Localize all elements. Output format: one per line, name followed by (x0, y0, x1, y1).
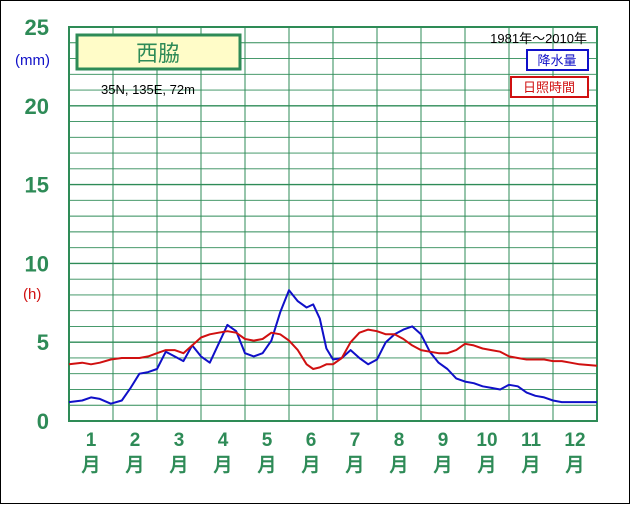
station-name: 西脇 (136, 41, 180, 66)
month-suffix-label: 月 (388, 455, 408, 476)
sunshine-unit-label: (h) (23, 286, 41, 303)
month-number-label: 2 (130, 430, 141, 451)
month-suffix-label: 月 (212, 455, 232, 476)
month-number-label: 8 (394, 430, 405, 451)
month-number-label: 10 (476, 430, 497, 451)
y-tick-label: 5 (37, 330, 49, 355)
month-number-label: 9 (438, 430, 449, 451)
series-layer (68, 289, 598, 405)
month-number-label: 4 (218, 430, 229, 451)
station-box (75, 33, 242, 71)
month-number-label: 7 (350, 430, 361, 451)
y-tick-label: 0 (37, 409, 49, 434)
month-number-label: 12 (564, 430, 585, 451)
legend-precip-box (526, 49, 589, 71)
axis-labels: 0 5 10 15 20 25 1 月 2 月 3 月 4 月 5 月 6 月 7 月 8 月 9 月 10 月 11 月 12 月 (25, 15, 586, 476)
y-tick-label: 10 (25, 251, 49, 276)
month-number-label: 3 (174, 430, 185, 451)
precip-unit-label: (mm) (15, 52, 50, 69)
month-suffix-label: 月 (520, 455, 540, 476)
y-tick-label: 15 (25, 173, 49, 198)
month-number-label: 5 (262, 430, 273, 451)
month-suffix-label: 月 (124, 455, 144, 476)
month-suffix-label: 月 (256, 455, 276, 476)
month-suffix-label: 月 (344, 455, 364, 476)
station-coords: 35N, 135E, 72m (101, 82, 195, 97)
period-label: 1981年〜2010年 (490, 31, 587, 46)
legend-sunshine-label: 日照時間 (523, 80, 575, 95)
month-suffix-label: 月 (80, 455, 100, 476)
month-suffix-label: 月 (476, 455, 496, 476)
month-suffix-label: 月 (300, 455, 320, 476)
y-tick-label: 20 (25, 94, 49, 119)
legend-sunshine-box (510, 76, 589, 98)
month-suffix-label: 月 (168, 455, 188, 476)
y-tick-label: 25 (25, 15, 49, 40)
month-number-label: 11 (521, 430, 542, 451)
month-suffix-label: 月 (564, 455, 584, 476)
sunshine-line (68, 328, 598, 370)
grid-lines (68, 26, 598, 422)
legend-precip-label: 降水量 (537, 53, 576, 68)
precipitation-line (68, 289, 597, 405)
month-suffix-label: 月 (432, 455, 452, 476)
month-number-label: 1 (86, 430, 97, 451)
month-number-label: 6 (306, 430, 317, 451)
